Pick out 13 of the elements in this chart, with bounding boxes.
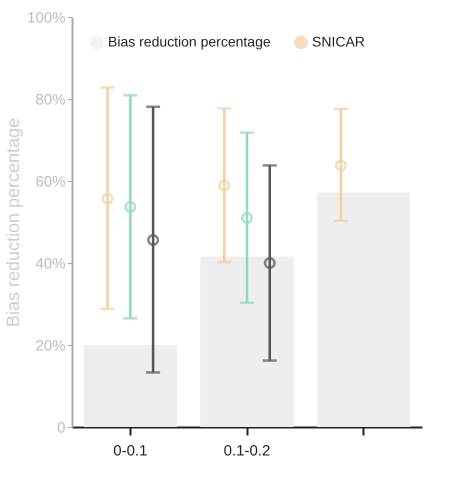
- x-tick-label: 0.1-0.2: [224, 442, 270, 460]
- legend-label: SNICAR: [312, 33, 365, 50]
- bar: [200, 256, 294, 427]
- legend-label: Bias reduction percentage: [108, 33, 271, 50]
- y-tick-label: 80%: [35, 92, 66, 108]
- y-tick-label: 40%: [35, 256, 66, 272]
- y-tick-label: 60%: [35, 174, 66, 190]
- x-tick-label: 0-0.1: [113, 442, 148, 460]
- y-tick-label: 20%: [35, 338, 66, 354]
- bar: [84, 345, 177, 427]
- y-tick-label: 100%: [27, 10, 66, 26]
- bar: [317, 192, 410, 427]
- y-tick-label: 0: [57, 420, 66, 436]
